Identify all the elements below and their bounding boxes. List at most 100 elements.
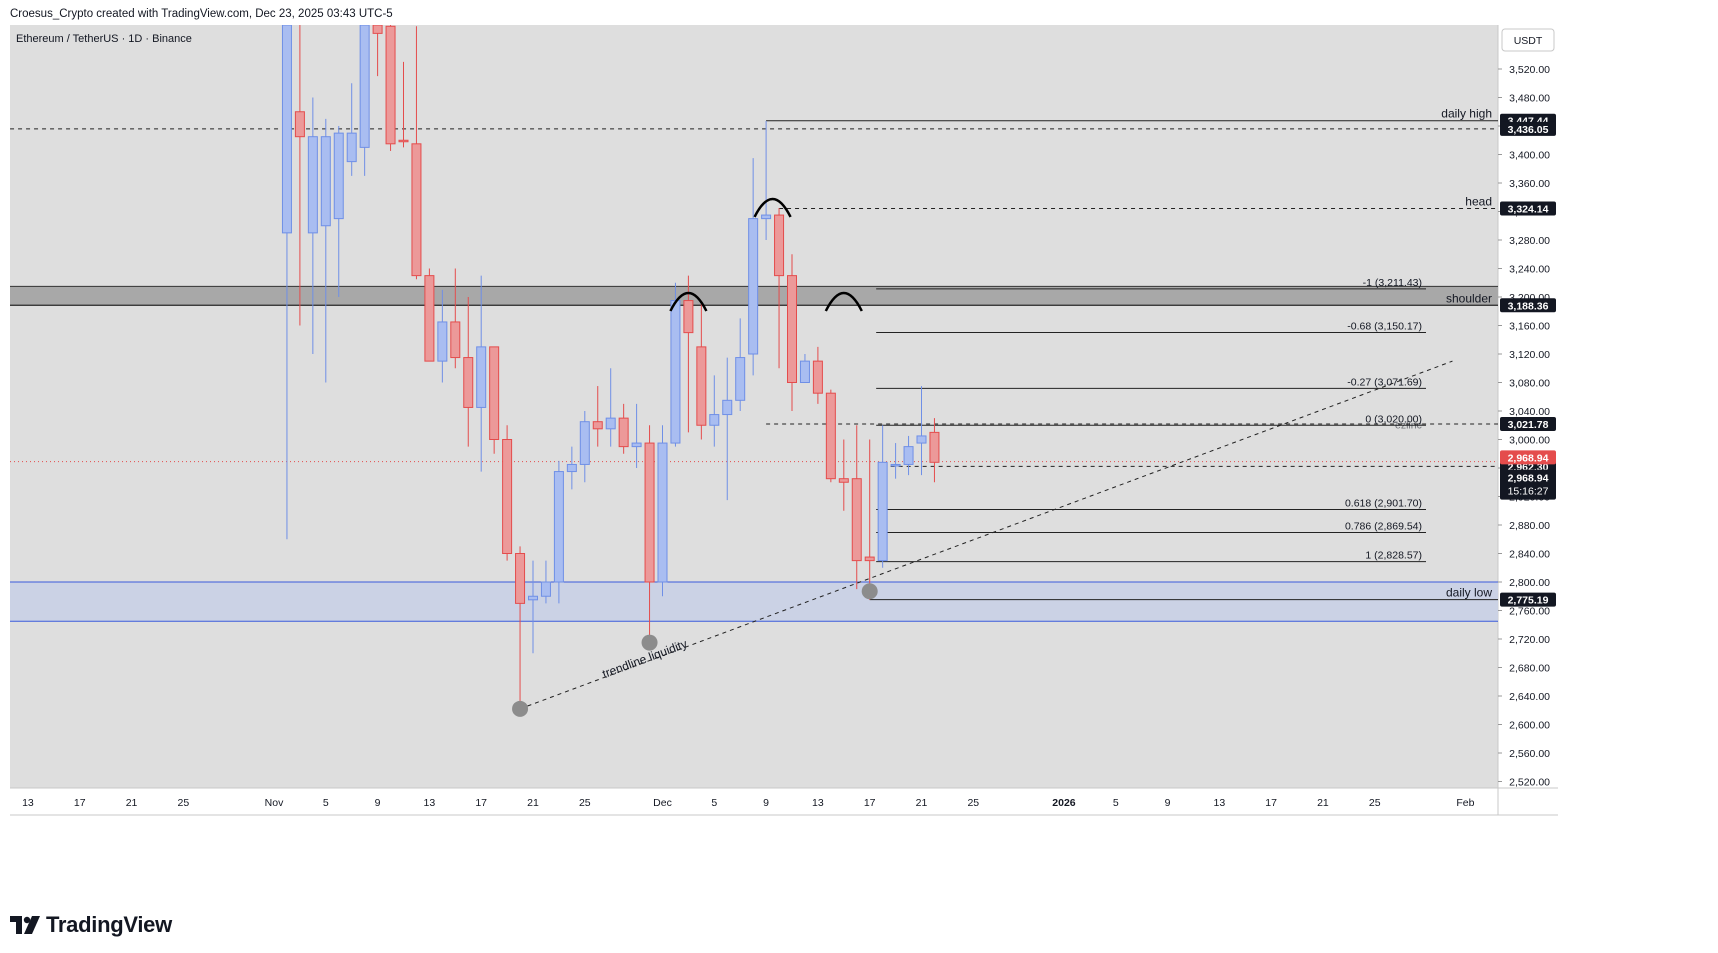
- candle-body-29: [657, 442, 668, 583]
- pivot-dot-1: [641, 634, 658, 651]
- trendline: [519, 360, 1453, 710]
- support-zone: [10, 582, 1498, 622]
- pattern-arc-1: [753, 197, 792, 218]
- xtick-label-14: 13: [812, 797, 824, 809]
- candle-body-11: [424, 275, 435, 362]
- candle-body-16: [489, 346, 500, 440]
- candle-body-47: [890, 463, 901, 467]
- candle-body-21: [553, 471, 564, 583]
- current-price-tag-bg: [1500, 450, 1556, 465]
- level-label-3: shoulder: [1446, 291, 1492, 305]
- tradingview-logo[interactable]: TradingView: [10, 912, 172, 938]
- candle-body-23: [579, 421, 590, 465]
- candle-body-44: [851, 478, 862, 562]
- plot-background: [10, 25, 1498, 788]
- candle-body-19: [528, 595, 538, 601]
- xtick-label-13: 9: [763, 797, 769, 809]
- candle-body-40: [799, 360, 810, 383]
- price-chart[interactable]: daily high head shoulder daily low -1 (3,21…: [10, 25, 1558, 894]
- candle-body-10: [411, 143, 422, 277]
- candle-body-32: [696, 346, 707, 426]
- fib-label-2: -0.27 (3,071.69): [1347, 376, 1422, 388]
- level-label-2: head: [1465, 195, 1492, 209]
- fib-layer: -1 (3,211.43) -0.68 (3,150.17) -0.27 (3,07…: [876, 277, 1426, 563]
- countdown-price: 2,968.94: [1508, 473, 1549, 485]
- xtick-label-22: 17: [1265, 797, 1277, 809]
- pivot-dot-0: [512, 700, 529, 717]
- ytick-label-24: 2,560.00: [1509, 748, 1550, 760]
- countdown-bg: [1500, 469, 1556, 500]
- xtick-label-6: 9: [375, 797, 381, 809]
- price-tags-layer: 3,447.443,436.053,324.143,188.363,021.78…: [1500, 113, 1556, 607]
- candle-body-46: [877, 461, 888, 562]
- time-axis-panel[interactable]: [10, 788, 1498, 815]
- ytick-label-16: 2,880.00: [1509, 520, 1550, 532]
- level-tag-2-bg: [1500, 201, 1556, 216]
- ytick-label-17: 2,840.00: [1509, 549, 1550, 561]
- currency-button[interactable]: USDT: [1501, 28, 1555, 52]
- candle-body-1: [294, 111, 305, 138]
- xtick-label-3: 25: [178, 797, 190, 809]
- candle-body-34: [722, 399, 733, 416]
- candle-body-4: [333, 132, 344, 220]
- xtick-label-17: 25: [967, 797, 979, 809]
- time-axis-labels: 13 17 21 25 Nov 5 9 13 17 21 25 Dec 5 9 13 17 21 25 2026 5 9…: [22, 797, 1475, 809]
- current-price-tag-text: 2,968.94: [1508, 452, 1549, 464]
- ytick-label-0: 3,520.00: [1509, 64, 1550, 76]
- xtick-label-15: 17: [864, 797, 876, 809]
- candle-body-37: [761, 214, 772, 220]
- xtick-label-23: 21: [1317, 797, 1329, 809]
- candle-body-22: [566, 463, 577, 473]
- ytick-label-6: 3,280.00: [1509, 235, 1550, 247]
- chart-caption: Croesus_Crypto created with TradingView.…: [10, 8, 393, 20]
- candle-body-41: [812, 360, 823, 394]
- candle-body-2: [307, 136, 318, 234]
- xtick-label-18: 2026: [1052, 797, 1076, 809]
- xtick-label-25: Feb: [1456, 797, 1474, 809]
- candles-layer: [281, 25, 940, 711]
- candle-body-13: [450, 321, 461, 359]
- ytick-label-19: 2,760.00: [1509, 606, 1550, 618]
- level-tag-3-bg: [1500, 298, 1556, 313]
- level-tag-1-bg: [1500, 121, 1556, 136]
- candle-body-48: [903, 446, 914, 465]
- xtick-label-20: 9: [1165, 797, 1171, 809]
- ytick-label-3: 3,400.00: [1509, 150, 1550, 162]
- tradingview-logo-icon: [10, 916, 40, 934]
- candle-body-6: [359, 25, 370, 148]
- level-tag-2-text: 3,324.14: [1508, 204, 1549, 216]
- faint-annotation: ezlinc: [1395, 419, 1422, 431]
- xtick-label-21: 13: [1214, 797, 1226, 809]
- candle-body-38: [774, 214, 785, 277]
- xtick-label-10: 25: [579, 797, 591, 809]
- countdown-time: 15:16:27: [1508, 486, 1549, 498]
- xtick-label-0: 13: [22, 797, 34, 809]
- candle-body-30: [670, 300, 681, 444]
- ytick-label-18: 2,800.00: [1509, 577, 1550, 589]
- ytick-label-9: 3,160.00: [1509, 321, 1550, 333]
- xtick-label-4: Nov: [265, 797, 284, 809]
- fib-label-3: 0 (3,020.00): [1365, 413, 1422, 425]
- candle-body-9: [398, 139, 409, 143]
- candle-body-12: [437, 321, 448, 362]
- candle-body-42: [825, 392, 836, 480]
- xtick-label-9: 21: [527, 797, 539, 809]
- ytick-label-11: 3,080.00: [1509, 378, 1550, 390]
- candle-body-8: [385, 25, 396, 145]
- candle-body-39: [787, 275, 797, 383]
- fib-label-1: -0.68 (3,150.17): [1347, 321, 1422, 333]
- level-tag-6-text: 2,775.19: [1508, 595, 1549, 607]
- candle-body-14: [463, 357, 474, 408]
- ytick-label-12: 3,040.00: [1509, 406, 1550, 418]
- ytick-label-20: 2,720.00: [1509, 634, 1550, 646]
- candle-body-31: [683, 300, 694, 334]
- ytick-label-22: 2,640.00: [1509, 691, 1550, 703]
- ytick-label-1: 3,480.00: [1509, 93, 1550, 105]
- candle-body-3: [320, 136, 331, 227]
- candle-body-27: [631, 442, 642, 448]
- level-tag-6-bg: [1500, 592, 1556, 607]
- xtick-label-12: 5: [711, 797, 717, 809]
- ytick-label-4: 3,360.00: [1509, 178, 1550, 190]
- level-tag-1-text: 3,436.05: [1508, 124, 1549, 136]
- candle-body-17: [502, 439, 513, 554]
